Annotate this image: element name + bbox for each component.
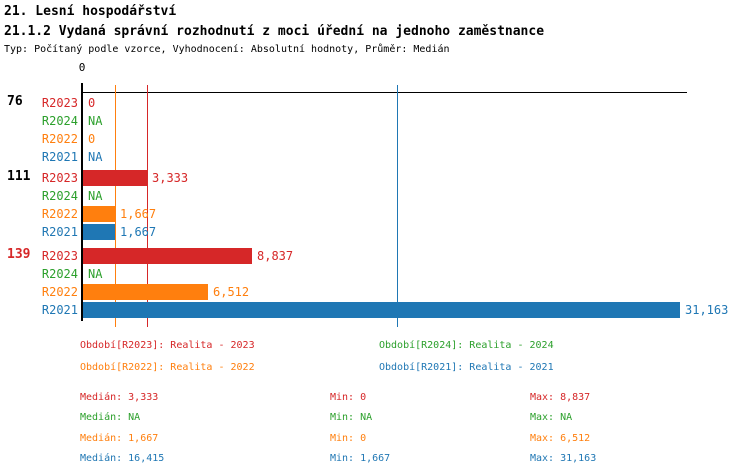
series-label-R2023: R2023 xyxy=(41,249,78,263)
bar-R2023-group-111 xyxy=(83,170,147,186)
stat-median-R2021: Medián: 16,415 xyxy=(80,453,165,464)
stat-min-R2022: Min: 0 xyxy=(330,433,367,444)
value-label-R2022-group-76: 0 xyxy=(88,132,96,146)
stat-median-R2023: Medián: 3,333 xyxy=(80,392,159,403)
stat-max-R2024: Max: NA xyxy=(530,412,573,423)
series-label-R2024: R2024 xyxy=(41,189,78,203)
series-label-R2022: R2022 xyxy=(41,132,78,146)
series-label-R2021: R2021 xyxy=(41,150,78,164)
series-label-R2023: R2023 xyxy=(41,96,78,110)
stat-max-R2022: Max: 6,512 xyxy=(530,433,591,444)
stat-max-R2021: Max: 31,163 xyxy=(530,453,597,464)
stat-min-R2024: Min: NA xyxy=(330,412,373,423)
bar-R2023-group-139 xyxy=(83,248,252,264)
x-axis-line xyxy=(82,92,687,93)
page-title: 21. Lesní hospodářství xyxy=(4,4,177,19)
median-line-R2022 xyxy=(115,85,116,327)
group-label-139: 139 xyxy=(7,247,31,262)
value-label-R2021-group-139: 31,163 xyxy=(685,303,729,317)
value-label-R2024-group-76: NA xyxy=(88,114,103,128)
page-subtitle: 21.1.2 Vydaná správní rozhodnutí z moci … xyxy=(4,24,545,39)
bar-R2022-group-111 xyxy=(83,206,115,222)
legend-item-R2021: Období[R2021]: Realita - 2021 xyxy=(379,362,554,373)
stat-min-R2021: Min: 1,667 xyxy=(330,453,391,464)
value-label-R2023-group-111: 3,333 xyxy=(152,171,189,185)
value-label-R2024-group-139: NA xyxy=(88,267,103,281)
y-axis-line xyxy=(81,83,83,321)
value-label-R2023-group-139: 8,837 xyxy=(257,249,294,263)
value-label-R2021-group-76: NA xyxy=(88,150,103,164)
median-line-R2021 xyxy=(397,85,398,327)
bar-R2021-group-111 xyxy=(83,224,115,240)
chart-meta: Typ: Počítaný podle vzorce, Vyhodnocení:… xyxy=(4,44,450,55)
series-label-R2022: R2022 xyxy=(41,285,78,299)
series-label-R2022: R2022 xyxy=(41,207,78,221)
group-label-76: 76 xyxy=(7,94,23,109)
bar-R2021-group-139 xyxy=(83,302,680,318)
stat-median-R2024: Medián: NA xyxy=(80,412,141,423)
legend-item-R2022: Období[R2022]: Realita - 2022 xyxy=(80,362,255,373)
stat-max-R2023: Max: 8,837 xyxy=(530,392,591,403)
axis-tick-label: 0 xyxy=(78,61,86,74)
value-label-R2022-group-111: 1,667 xyxy=(120,207,157,221)
series-label-R2021: R2021 xyxy=(41,225,78,239)
series-label-R2023: R2023 xyxy=(41,171,78,185)
value-label-R2022-group-139: 6,512 xyxy=(213,285,250,299)
series-label-R2024: R2024 xyxy=(41,114,78,128)
legend-item-R2024: Období[R2024]: Realita - 2024 xyxy=(379,340,554,351)
value-label-R2023-group-76: 0 xyxy=(88,96,96,110)
bar-R2022-group-139 xyxy=(83,284,208,300)
group-label-111: 111 xyxy=(7,169,31,184)
stat-median-R2022: Medián: 1,667 xyxy=(80,433,159,444)
series-label-R2021: R2021 xyxy=(41,303,78,317)
stat-min-R2023: Min: 0 xyxy=(330,392,367,403)
value-label-R2024-group-111: NA xyxy=(88,189,103,203)
series-label-R2024: R2024 xyxy=(41,267,78,281)
median-line-R2023 xyxy=(147,85,148,327)
legend-item-R2023: Období[R2023]: Realita - 2023 xyxy=(80,340,255,351)
value-label-R2021-group-111: 1,667 xyxy=(120,225,157,239)
